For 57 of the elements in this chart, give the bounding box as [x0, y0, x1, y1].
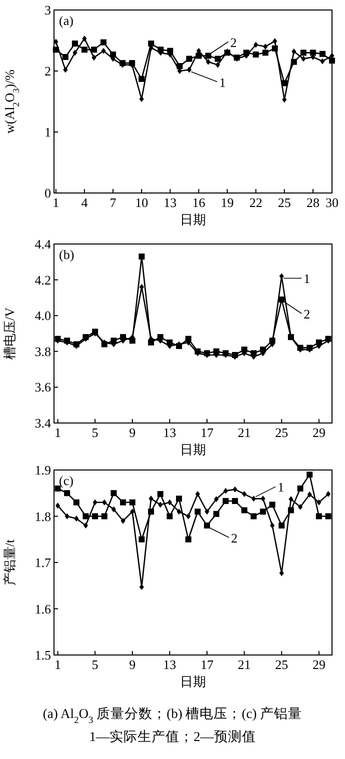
legend-label: 2	[230, 530, 238, 546]
x-tick-label: 30	[326, 195, 338, 210]
y-tick-label: 1.9	[34, 462, 51, 478]
x-tick-label: 13	[163, 657, 176, 672]
x-tick-label: 29	[312, 657, 326, 672]
y-tick-label: 1.7	[34, 555, 52, 570]
y-tick-label: 0	[44, 186, 51, 200]
x-tick-label: 1	[54, 425, 61, 440]
y-tick-label: 3.8	[34, 344, 51, 359]
legend-label: 2	[230, 34, 237, 50]
x-tick-label: 19	[220, 195, 234, 210]
chart-title: (b)	[59, 247, 74, 262]
legend-label: 1	[278, 480, 284, 495]
y-tick-label: 4.0	[34, 308, 51, 324]
x-tick-label: 25	[278, 195, 291, 210]
x-tick-label: 21	[238, 657, 251, 672]
x-tick-label: 16	[192, 195, 206, 210]
x-tick-label: 25	[275, 657, 288, 672]
legend-label: 2	[304, 306, 310, 322]
x-tick-label: 9	[129, 657, 136, 672]
y-tick-label: 3.6	[34, 380, 52, 395]
chart-title: (c)	[59, 473, 74, 488]
y-tick-label: 4.4	[34, 236, 52, 252]
y-tick-label: 1	[44, 124, 51, 140]
x-axis-title: 日期	[180, 212, 206, 227]
y-axis-title: 产铝量/t	[2, 539, 17, 586]
x-tick-label: 25	[275, 425, 288, 440]
x-tick-label: 21	[238, 425, 251, 440]
x-tick-label: 13	[164, 195, 177, 210]
x-tick-label: 7	[110, 195, 117, 210]
x-tick-label: 28	[306, 195, 320, 210]
x-tick-label: 17	[200, 425, 214, 440]
y-tick-label: 4.2	[34, 272, 51, 288]
y-axis-title: 槽电压/V	[2, 306, 17, 360]
y-tick-label: 3	[44, 2, 51, 18]
chart-title: (a)	[59, 13, 74, 28]
x-tick-label: 4	[81, 195, 88, 210]
x-tick-label: 17	[200, 657, 214, 672]
x-axis-title: 日期	[180, 442, 206, 457]
y-tick-label: 1.6	[34, 601, 52, 616]
legend-label: 1	[219, 74, 226, 90]
text: 1—实际生产值；2—预测值	[89, 729, 256, 744]
y-tick-label: 2	[44, 64, 51, 78]
legend-label: 1	[304, 271, 310, 286]
text: (a) Al$_{2}$O$_{3}$ 质量分数；(b) 槽电压；(c) 产铝量	[42, 706, 302, 726]
x-axis-title: 日期	[180, 674, 206, 689]
x-tick-label: 10	[135, 195, 148, 210]
x-tick-label: 1	[54, 657, 61, 672]
x-tick-label: 5	[92, 425, 98, 440]
y-tick-label: 1.5	[34, 648, 51, 662]
y-tick-label: 3.4	[34, 416, 52, 430]
x-tick-label: 9	[129, 425, 136, 440]
y-tick-label: 1.8	[34, 508, 51, 524]
x-tick-label: 13	[163, 425, 176, 440]
x-tick-label: 22	[249, 195, 262, 210]
x-tick-label: 5	[92, 657, 98, 672]
x-tick-label: 29	[312, 425, 326, 440]
